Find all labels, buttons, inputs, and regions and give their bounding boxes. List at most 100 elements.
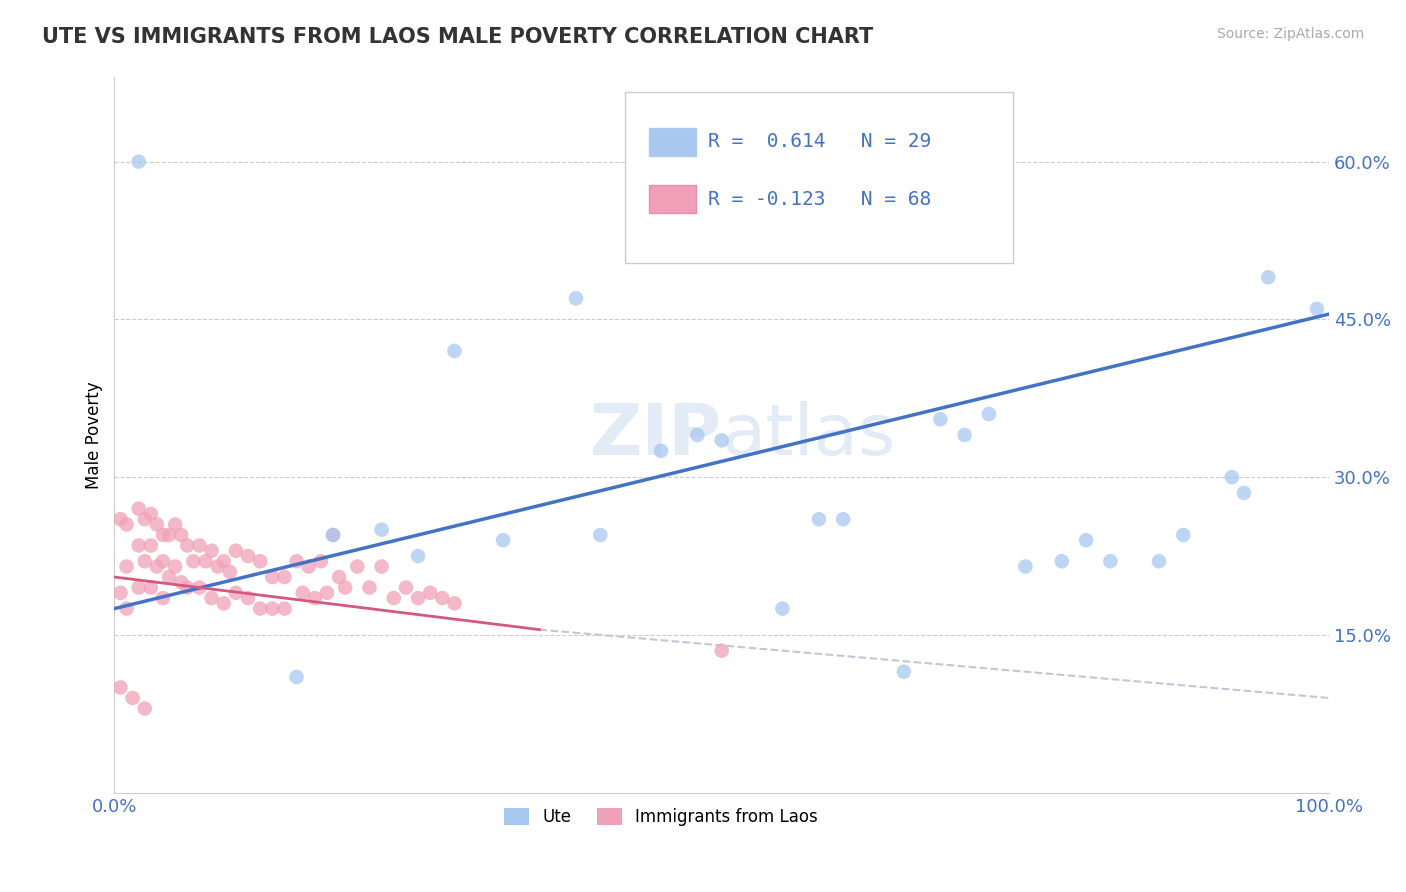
Point xyxy=(262,570,284,584)
Point xyxy=(212,554,235,568)
Point xyxy=(650,443,672,458)
Point xyxy=(977,407,1000,421)
Point xyxy=(262,601,284,615)
Point xyxy=(1220,470,1243,484)
Point xyxy=(1257,270,1279,285)
Point xyxy=(176,581,198,595)
Point xyxy=(565,291,588,305)
Point xyxy=(589,528,612,542)
Point xyxy=(686,428,709,442)
Point xyxy=(152,528,174,542)
Point xyxy=(346,559,368,574)
Point xyxy=(139,539,162,553)
Point xyxy=(492,533,515,548)
Point xyxy=(893,665,915,679)
Point xyxy=(146,559,169,574)
Point xyxy=(128,501,150,516)
Point xyxy=(772,601,794,615)
Point xyxy=(110,512,132,526)
Point xyxy=(1014,559,1036,574)
Point xyxy=(953,428,976,442)
Point xyxy=(188,581,211,595)
Point xyxy=(406,549,429,563)
Point xyxy=(115,559,138,574)
Text: UTE VS IMMIGRANTS FROM LAOS MALE POVERTY CORRELATION CHART: UTE VS IMMIGRANTS FROM LAOS MALE POVERTY… xyxy=(42,27,873,46)
Legend: Ute, Immigrants from Laos: Ute, Immigrants from Laos xyxy=(496,799,825,834)
Point xyxy=(273,601,295,615)
Point xyxy=(322,528,344,542)
Point xyxy=(165,517,187,532)
Point xyxy=(807,512,830,526)
Point xyxy=(134,512,156,526)
Point xyxy=(443,343,465,358)
Point xyxy=(432,591,454,605)
Point xyxy=(200,591,222,605)
Point xyxy=(176,539,198,553)
Point xyxy=(194,554,217,568)
Point xyxy=(236,549,259,563)
Point xyxy=(1173,528,1195,542)
Point xyxy=(298,559,321,574)
Point xyxy=(115,601,138,615)
Point xyxy=(406,591,429,605)
Point xyxy=(157,528,180,542)
Point xyxy=(128,154,150,169)
Point xyxy=(316,586,339,600)
Point xyxy=(212,596,235,610)
Text: Source: ZipAtlas.com: Source: ZipAtlas.com xyxy=(1216,27,1364,41)
Point xyxy=(249,601,271,615)
Point xyxy=(170,528,193,542)
Point xyxy=(382,591,405,605)
Point xyxy=(152,554,174,568)
Text: R =  0.614   N = 29: R = 0.614 N = 29 xyxy=(709,132,932,152)
Point xyxy=(395,581,418,595)
Point xyxy=(139,507,162,521)
Point xyxy=(170,575,193,590)
Point xyxy=(200,543,222,558)
Point xyxy=(309,554,332,568)
Point xyxy=(273,570,295,584)
Point xyxy=(183,554,205,568)
Point xyxy=(328,570,350,584)
Point xyxy=(134,554,156,568)
Point xyxy=(1306,301,1329,316)
Point xyxy=(832,512,855,526)
Point xyxy=(285,670,308,684)
Point xyxy=(139,581,162,595)
Point xyxy=(115,517,138,532)
Point xyxy=(710,643,733,657)
Point xyxy=(443,596,465,610)
FancyBboxPatch shape xyxy=(648,185,696,213)
Point xyxy=(1099,554,1122,568)
Point xyxy=(1147,554,1170,568)
Text: R = -0.123   N = 68: R = -0.123 N = 68 xyxy=(709,189,932,209)
Point xyxy=(225,543,247,558)
FancyBboxPatch shape xyxy=(624,92,1014,263)
Point xyxy=(165,559,187,574)
Point xyxy=(152,591,174,605)
Y-axis label: Male Poverty: Male Poverty xyxy=(86,381,103,489)
Point xyxy=(128,539,150,553)
Point xyxy=(291,586,314,600)
Point xyxy=(335,581,357,595)
Point xyxy=(304,591,326,605)
Point xyxy=(1074,533,1097,548)
Point xyxy=(134,701,156,715)
Point xyxy=(419,586,441,600)
Point xyxy=(225,586,247,600)
Point xyxy=(929,412,952,426)
Text: atlas: atlas xyxy=(721,401,896,469)
Point xyxy=(249,554,271,568)
Point xyxy=(128,581,150,595)
Point xyxy=(121,691,143,706)
FancyBboxPatch shape xyxy=(648,128,696,156)
Point xyxy=(322,528,344,542)
Point xyxy=(146,517,169,532)
Point xyxy=(370,559,392,574)
Point xyxy=(110,586,132,600)
Point xyxy=(359,581,381,595)
Point xyxy=(188,539,211,553)
Point xyxy=(236,591,259,605)
Point xyxy=(1233,486,1256,500)
Point xyxy=(218,565,240,579)
